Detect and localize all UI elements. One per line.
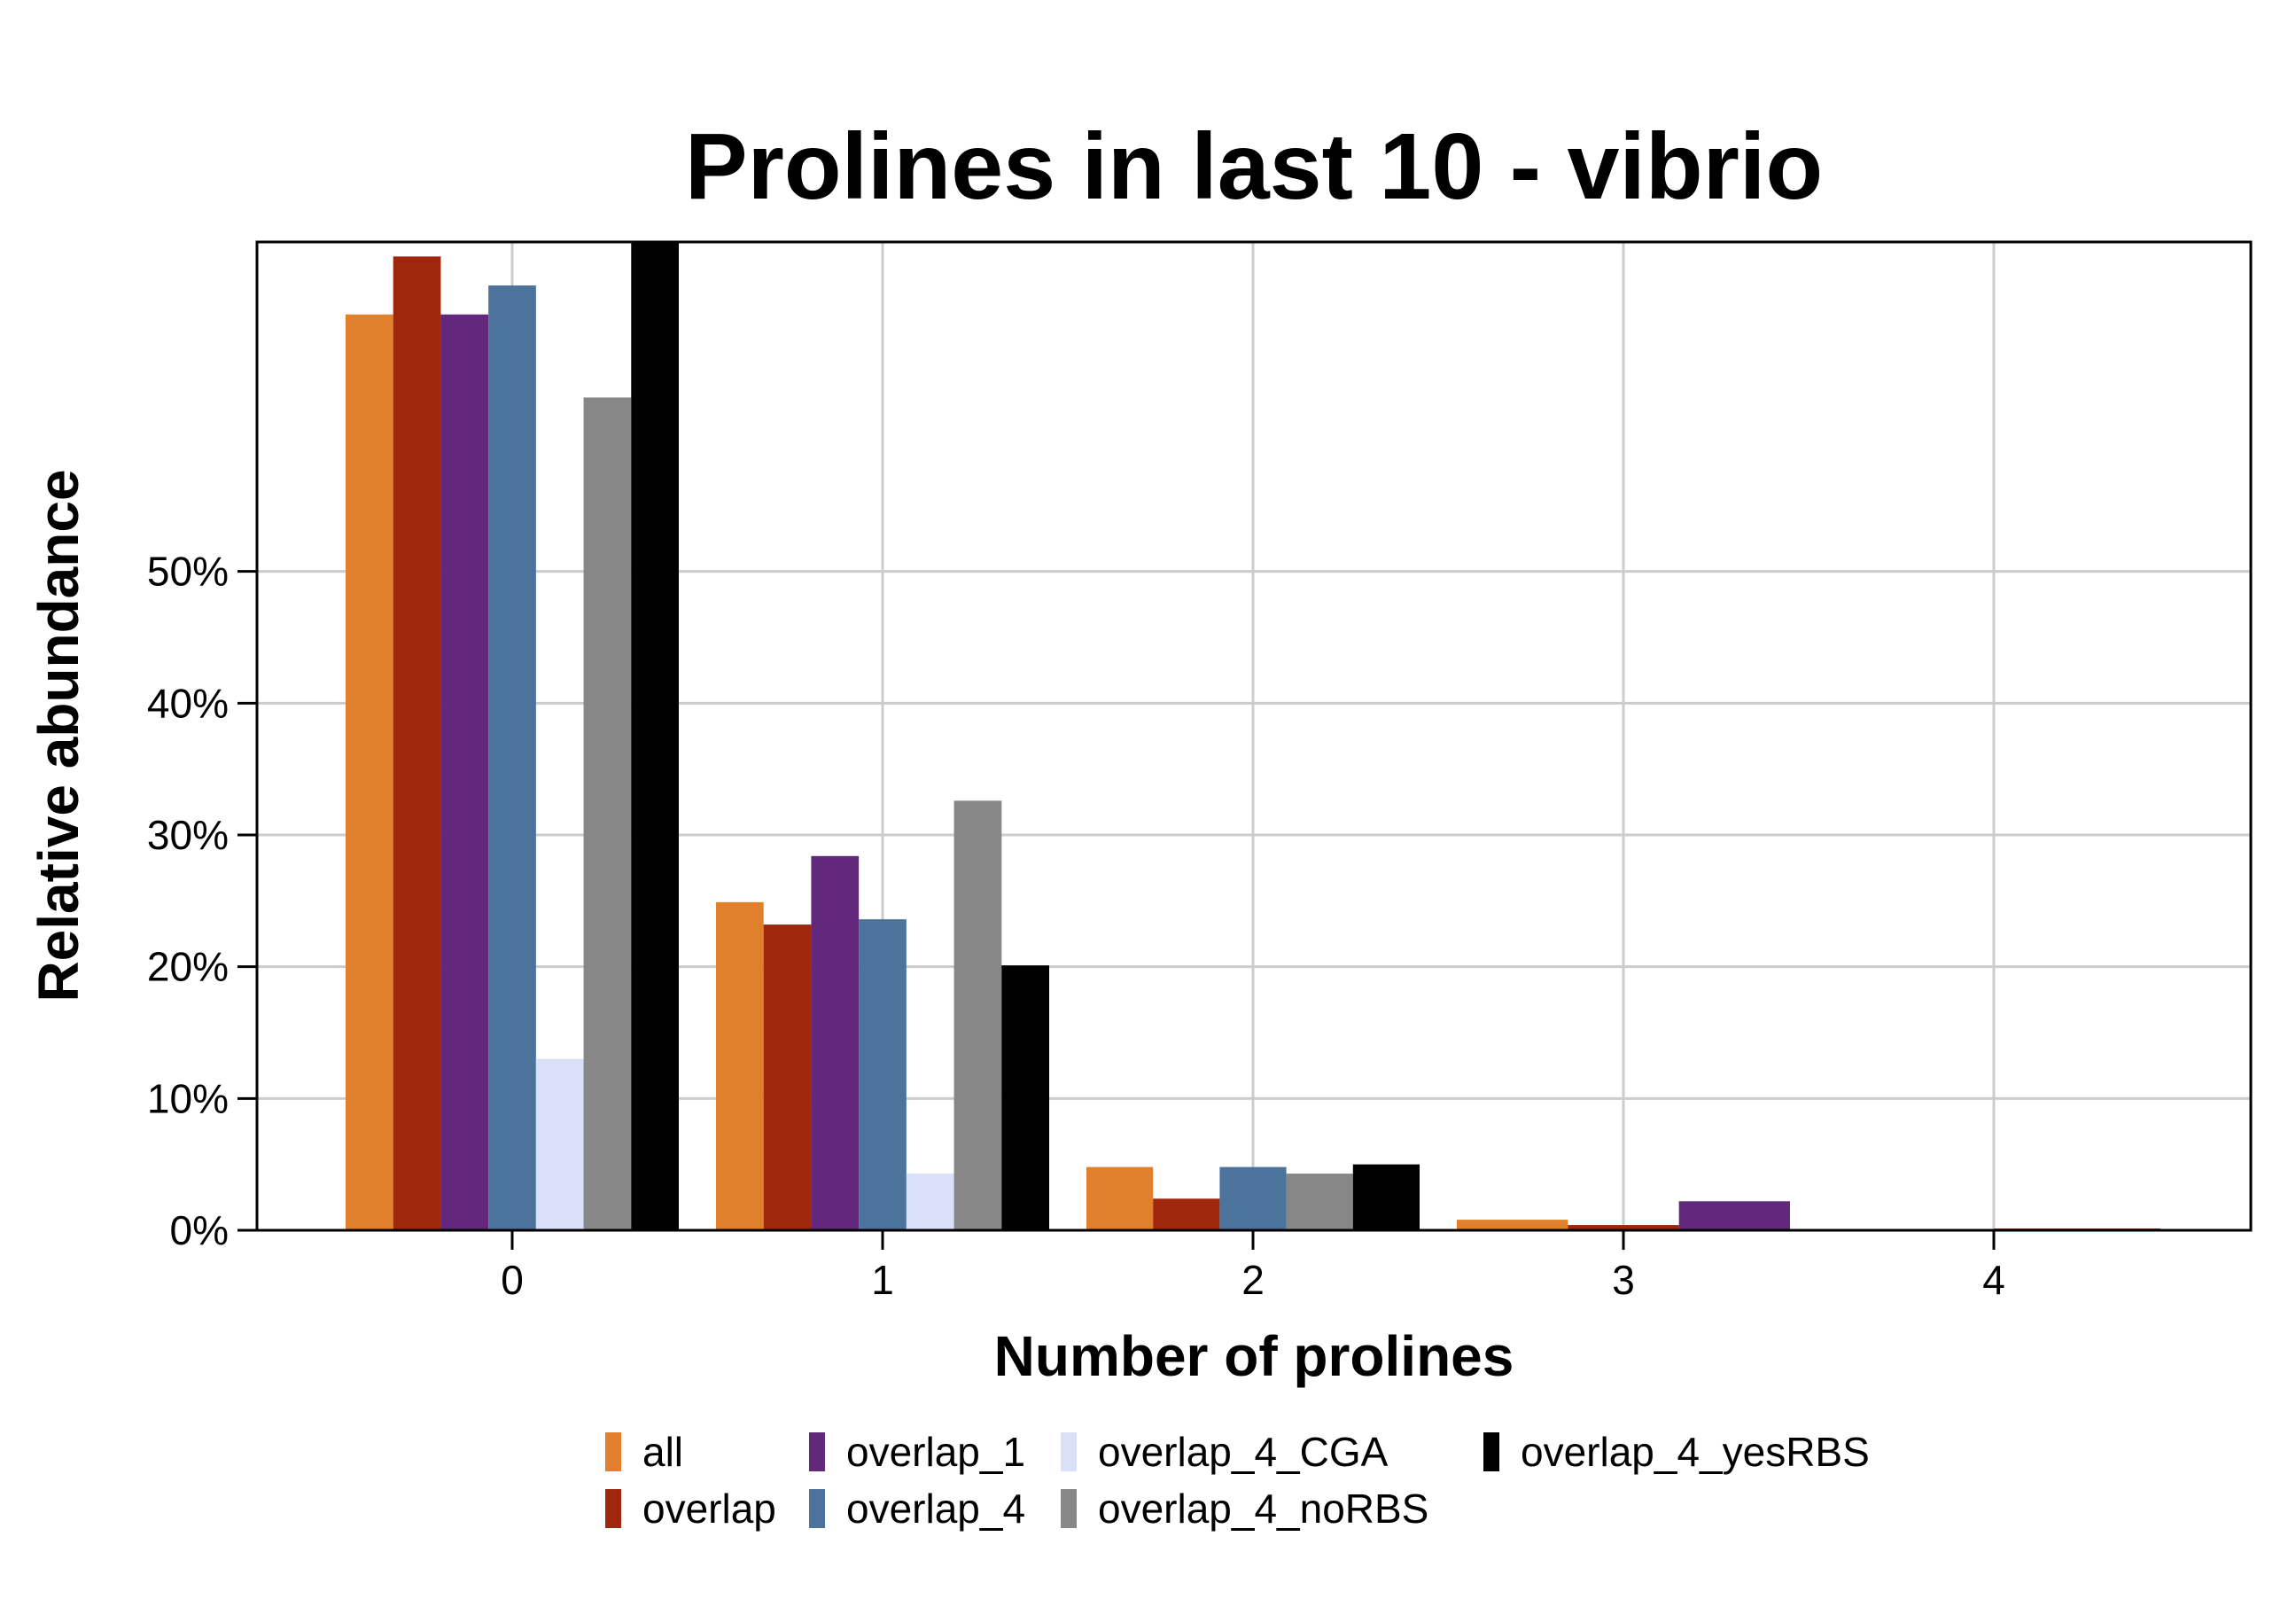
legend-swatch-overlap_4_CGA xyxy=(1061,1432,1077,1471)
bar-overlap_4_CGA-1 xyxy=(906,1174,954,1230)
bar-overlap_1-3 xyxy=(1678,1201,1790,1230)
y-tick-label: 20% xyxy=(147,944,229,990)
bar-overlap_4-2 xyxy=(1219,1166,1287,1230)
y-tick-label: 30% xyxy=(147,812,229,858)
y-axis-label: Relative abundance xyxy=(27,469,90,1002)
bar-overlap_4_yesRBS-1 xyxy=(1001,965,1049,1230)
legend-swatch-overlap xyxy=(605,1489,621,1528)
y-tick-label: 0% xyxy=(170,1207,229,1253)
bar-overlap_1-1 xyxy=(811,855,860,1230)
bar-all-1 xyxy=(716,901,764,1230)
bar-overlap_4_yesRBS-0 xyxy=(631,242,679,1230)
x-tick-label: 1 xyxy=(871,1257,894,1303)
x-axis-ticks: 0 1 2 3 4 xyxy=(501,1230,2005,1303)
y-tick-label: 40% xyxy=(147,680,229,726)
x-tick-label: 0 xyxy=(501,1257,524,1303)
bar-overlap_4_yesRBS-2 xyxy=(1352,1164,1420,1230)
bar-overlap_4_noRBS-2 xyxy=(1286,1174,1353,1230)
legend-label-overlap: overlap xyxy=(642,1486,776,1532)
legend-swatch-overlap_4_yesRBS xyxy=(1483,1432,1499,1471)
legend-label-overlap_4_CGA: overlap_4_CGA xyxy=(1098,1429,1389,1475)
bar-overlap_4-0 xyxy=(488,285,536,1230)
legend-label-overlap_4_yesRBS: overlap_4_yesRBS xyxy=(1521,1429,1870,1475)
legend: all overlap overlap_1 overlap_4 overlap_4_CG… xyxy=(605,1429,1870,1532)
legend-swatch-overlap_1 xyxy=(809,1432,825,1471)
legend-swatch-overlap_4_noRBS xyxy=(1061,1489,1077,1528)
y-tick-label: 10% xyxy=(147,1075,229,1121)
legend-label-all: all xyxy=(642,1429,683,1475)
bar-overlap_4_CGA-0 xyxy=(535,1058,584,1230)
bars xyxy=(257,242,2251,1232)
x-tick-label: 4 xyxy=(1982,1257,2005,1303)
bar-overlap_4-1 xyxy=(859,919,907,1230)
y-axis-ticks: 0% 10% 20% 30% 40% 50% xyxy=(147,549,257,1253)
legend-label-overlap_1: overlap_1 xyxy=(846,1429,1025,1475)
bar-overlap_1-0 xyxy=(440,314,489,1231)
legend-label-overlap_4: overlap_4 xyxy=(846,1486,1025,1532)
bar-overlap-1 xyxy=(763,924,812,1230)
x-tick-label: 2 xyxy=(1241,1257,1265,1303)
bar-all-2 xyxy=(1086,1166,1154,1230)
bar-overlap_4_noRBS-0 xyxy=(583,397,632,1231)
bar-overlap-2 xyxy=(1153,1198,1220,1230)
bar-overlap-0 xyxy=(393,256,441,1231)
legend-swatch-overlap_4 xyxy=(809,1489,825,1528)
x-axis-label: Number of prolines xyxy=(994,1324,1514,1388)
legend-swatch-all xyxy=(605,1432,621,1471)
bar-overlap_4_noRBS-1 xyxy=(953,800,1002,1230)
y-tick-label: 50% xyxy=(147,549,229,595)
x-tick-label: 3 xyxy=(1612,1257,1635,1303)
bar-all-3 xyxy=(1457,1220,1568,1230)
legend-label-overlap_4_noRBS: overlap_4_noRBS xyxy=(1098,1486,1428,1532)
bar-overlap-3 xyxy=(1568,1225,1679,1230)
bar-all-0 xyxy=(346,314,393,1231)
chart-title: Prolines in last 10 - vibrio xyxy=(685,114,1823,219)
